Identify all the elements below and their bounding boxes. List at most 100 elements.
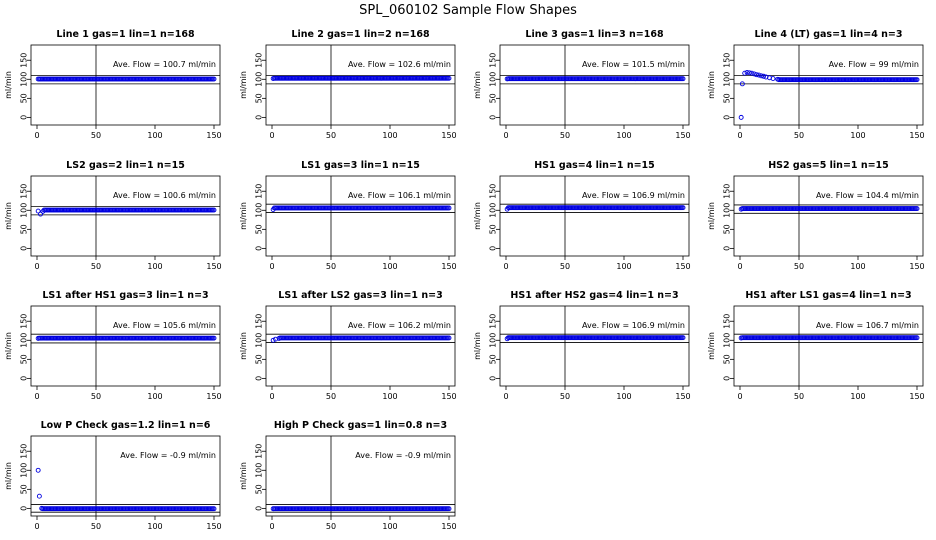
y-axis-label: ml/min — [707, 202, 716, 230]
plot-frame — [265, 44, 456, 126]
data-point — [754, 72, 759, 78]
y-tick-label: 150 — [255, 314, 264, 329]
y-tick-label: 0 — [255, 115, 264, 120]
x-tick-label: 50 — [326, 262, 336, 271]
x-tick-label: 150 — [441, 392, 456, 401]
y-axis-label: ml/min — [473, 332, 482, 360]
data-point — [744, 69, 750, 75]
plot-frame — [499, 44, 690, 126]
data-point — [680, 335, 686, 341]
chart-panel: LS1 after LS2 gas=3 lin=1 n=3 0 50 100 150 0 5… — [239, 290, 457, 401]
average-flow-annotation: Ave. Flow = 106.9 ml/min — [582, 321, 685, 330]
y-tick-label: 100 — [489, 72, 498, 87]
plot-frame — [265, 435, 456, 517]
chart-panel: HS1 gas=4 lin=1 n=15 0 50 100 150 0 50 100 150 ml… — [473, 160, 691, 271]
plot-frame — [733, 44, 924, 126]
x-tick-label: 150 — [441, 522, 456, 531]
chart-title: LS2 gas=2 lin=1 n=15 — [66, 160, 185, 171]
y-tick-label: 50 — [20, 93, 29, 103]
chart-title: Line 4 (LT) gas=1 lin=4 n=3 — [755, 29, 903, 40]
y-tick-label: 0 — [255, 246, 264, 251]
y-tick-label: 100 — [489, 203, 498, 218]
x-tick-label: 0 — [34, 392, 39, 401]
x-tick-label: 50 — [91, 131, 101, 140]
y-tick-label: 150 — [20, 184, 29, 199]
y-axis-label: ml/min — [239, 462, 248, 490]
x-tick-label: 100 — [382, 131, 397, 140]
data-point — [270, 337, 276, 343]
average-flow-annotation: Ave. Flow = 106.9 ml/min — [582, 191, 685, 200]
y-axis-label: ml/min — [239, 202, 248, 230]
x-tick-label: 100 — [616, 262, 631, 271]
plot-frame — [265, 305, 456, 387]
chart-panel: Low P Check gas=1.2 lin=1 n=6 0 50 100 150 0 5… — [4, 420, 222, 531]
chart-panel: HS1 after HS2 gas=4 lin=1 n=3 0 50 100 150 0 5… — [473, 290, 691, 401]
y-tick-label: 150 — [489, 184, 498, 199]
average-flow-annotation: Ave. Flow = 100.6 ml/min — [113, 191, 216, 200]
x-tick-label: 150 — [206, 262, 221, 271]
x-tick-label: 50 — [560, 262, 570, 271]
x-tick-label: 0 — [34, 131, 39, 140]
chart-title: LS1 after LS2 gas=3 lin=1 n=3 — [278, 290, 442, 301]
chart-panel: Line 1 gas=1 lin=1 n=168 0 50 100 150 0 50 100 1… — [4, 29, 222, 140]
x-tick-label: 0 — [269, 131, 274, 140]
x-tick-label: 0 — [269, 522, 274, 531]
y-tick-label: 150 — [489, 53, 498, 68]
x-tick-label: 150 — [675, 262, 690, 271]
data-point — [761, 73, 767, 79]
y-tick-label: 100 — [723, 72, 732, 87]
x-tick-label: 0 — [737, 131, 742, 140]
y-tick-label: 150 — [723, 53, 732, 68]
average-flow-annotation: Ave. Flow = 104.4 ml/min — [816, 191, 919, 200]
x-tick-label: 150 — [675, 392, 690, 401]
x-tick-label: 50 — [794, 392, 804, 401]
y-tick-label: 50 — [20, 224, 29, 234]
plot-frame — [499, 175, 690, 257]
x-tick-label: 100 — [147, 262, 162, 271]
y-axis-label: ml/min — [4, 71, 13, 99]
y-axis-label: ml/min — [239, 71, 248, 99]
average-flow-annotation: Ave. Flow = 101.5 ml/min — [582, 60, 685, 69]
y-tick-label: 50 — [255, 224, 264, 234]
x-tick-label: 0 — [269, 392, 274, 401]
y-tick-label: 50 — [255, 354, 264, 364]
y-axis-label: ml/min — [473, 71, 482, 99]
data-point — [446, 75, 452, 81]
figure-title: SPL_060102 Sample Flow Shapes — [359, 3, 577, 18]
x-tick-label: 50 — [326, 392, 336, 401]
y-tick-label: 0 — [255, 506, 264, 511]
data-point — [36, 493, 42, 499]
y-tick-label: 100 — [255, 203, 264, 218]
data-point — [211, 207, 217, 213]
x-tick-label: 100 — [616, 392, 631, 401]
y-axis-label: ml/min — [239, 332, 248, 360]
y-tick-label: 100 — [20, 463, 29, 478]
data-point — [749, 70, 755, 76]
chart-title: Line 3 gas=1 lin=3 n=168 — [525, 29, 664, 40]
y-tick-label: 50 — [489, 93, 498, 103]
y-tick-label: 150 — [723, 314, 732, 329]
average-flow-annotation: Ave. Flow = 100.7 ml/min — [113, 60, 216, 69]
y-axis-label: ml/min — [4, 202, 13, 230]
x-tick-label: 50 — [794, 262, 804, 271]
data-point — [211, 76, 217, 82]
data-point — [680, 205, 686, 211]
x-tick-label: 150 — [909, 262, 924, 271]
data-point — [746, 70, 752, 76]
x-tick-label: 150 — [909, 131, 924, 140]
chart-panel: LS2 gas=2 lin=1 n=15 0 50 100 150 0 50 100 150 ml… — [4, 160, 222, 271]
plot-frame — [733, 175, 924, 257]
data-point — [446, 506, 452, 512]
x-tick-label: 50 — [560, 131, 570, 140]
plot-frame — [265, 175, 456, 257]
x-tick-label: 0 — [737, 392, 742, 401]
chart-panel: HS2 gas=5 lin=1 n=15 0 50 100 150 0 50 100 150 ml… — [707, 160, 925, 271]
y-tick-label: 50 — [255, 93, 264, 103]
x-tick-label: 150 — [206, 522, 221, 531]
chart-panel: Line 4 (LT) gas=1 lin=4 n=3 0 50 100 150 0 50 1… — [707, 29, 925, 140]
y-tick-label: 0 — [489, 115, 498, 120]
x-tick-label: 150 — [206, 131, 221, 140]
y-tick-label: 0 — [723, 376, 732, 381]
y-tick-label: 100 — [489, 333, 498, 348]
average-flow-annotation: Ave. Flow = 106.7 ml/min — [816, 321, 919, 330]
